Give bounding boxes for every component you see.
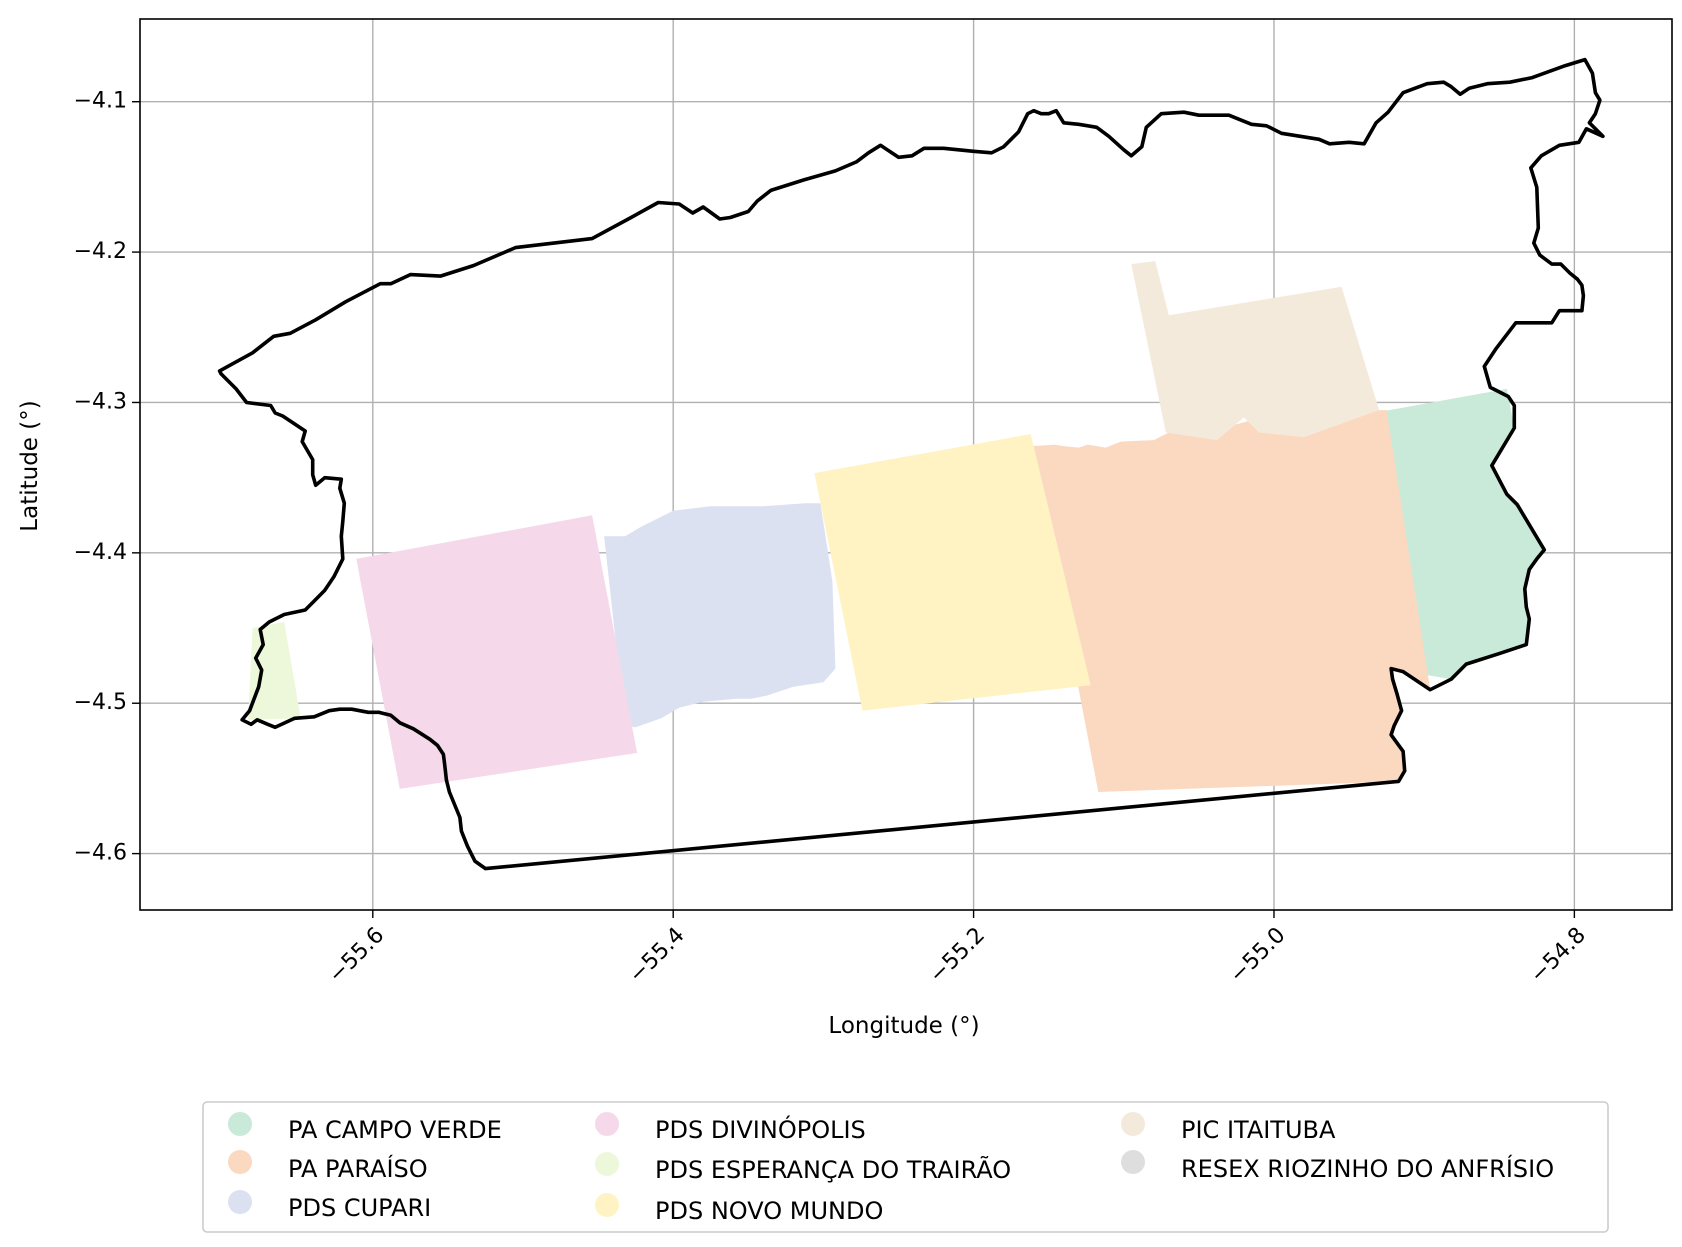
legend-swatch	[595, 1112, 619, 1136]
legend-item: PA CAMPO VERDE	[228, 1112, 502, 1144]
legend-label: PDS CUPARI	[288, 1194, 431, 1222]
area-pds-cupari	[604, 503, 836, 728]
legend-swatch	[595, 1152, 619, 1176]
y-axis-label: Latitude (°)	[17, 400, 43, 531]
x-tick-label: −55.6	[324, 923, 389, 988]
area-pic-itaituba	[1131, 261, 1380, 441]
outline-path	[217, 57, 1605, 871]
y-tick-label: −4.1	[74, 89, 127, 114]
legend-item: PDS CUPARI	[228, 1190, 431, 1222]
legend-label: PA PARAÍSO	[288, 1154, 428, 1183]
area-pds-esperanca-do-trairao	[248, 622, 301, 720]
y-tick-label: −4.3	[74, 389, 127, 414]
legend-swatch	[228, 1112, 252, 1136]
legend-item: PA PARAÍSO	[228, 1150, 428, 1183]
area-pa-paraiso	[1032, 410, 1431, 792]
x-axis-label: Longitude (°)	[828, 1013, 979, 1039]
area-pds-divinopolis	[356, 515, 638, 789]
legend-item: PDS NOVO MUNDO	[595, 1193, 883, 1225]
x-tick-label: −55.4	[624, 923, 689, 988]
legend-box	[202, 1101, 1609, 1233]
legend-label: PA CAMPO VERDE	[288, 1116, 502, 1144]
x-tick-label: −55.2	[925, 923, 990, 988]
legend-item: RESEX RIOZINHO DO ANFRÍSIO	[1121, 1150, 1554, 1183]
municipality-outline	[217, 57, 1605, 871]
area-pds-novo-mundo	[814, 434, 1091, 711]
legend: PA CAMPO VERDE PA PARAÍSO PDS CUPARI PDS DI…	[202, 1101, 1609, 1233]
y-tick-label: −4.2	[74, 239, 127, 264]
y-tick-label: −4.4	[74, 540, 127, 565]
legend-label: PDS DIVINÓPOLIS	[655, 1114, 866, 1144]
legend-label: PDS NOVO MUNDO	[655, 1197, 883, 1225]
legend-swatch	[595, 1193, 619, 1217]
legend-label: PIC ITAITUBA	[1181, 1116, 1336, 1144]
legend-swatch	[1121, 1112, 1145, 1136]
legend-swatch	[228, 1190, 252, 1214]
settlement-areas	[248, 261, 1545, 792]
legend-swatch	[228, 1150, 252, 1174]
legend-label: PDS ESPERANÇA DO TRAIRÃO	[655, 1154, 1011, 1184]
axes-frame	[139, 18, 1673, 911]
x-tick-label: −54.8	[1526, 923, 1591, 988]
legend-label: RESEX RIOZINHO DO ANFRÍSIO	[1181, 1154, 1554, 1183]
y-tick-label: −4.6	[74, 841, 127, 866]
legend-swatch	[1121, 1150, 1145, 1174]
y-tick-label: −4.5	[74, 690, 127, 715]
legend-item: PIC ITAITUBA	[1121, 1112, 1336, 1144]
x-tick-label: −55.0	[1225, 923, 1290, 988]
legend-item: PDS ESPERANÇA DO TRAIRÃO	[595, 1152, 1011, 1184]
legend-item: PDS DIVINÓPOLIS	[595, 1112, 866, 1144]
